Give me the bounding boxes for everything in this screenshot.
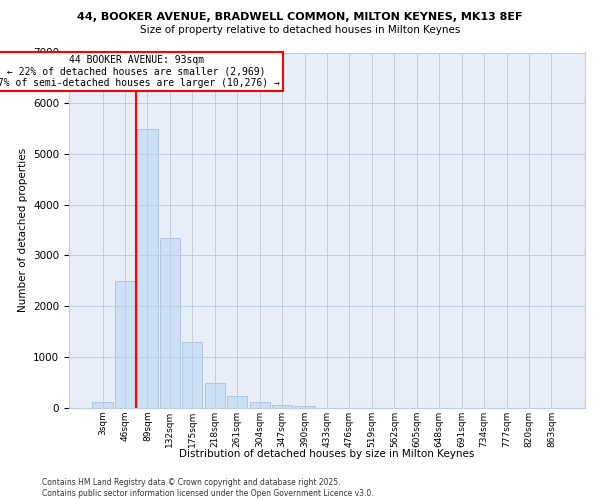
Bar	[92, 402, 113, 407]
Text: Contains HM Land Registry data © Crown copyright and database right 2025.
Contai: Contains HM Land Registry data © Crown c…	[42, 478, 374, 498]
Bar	[115, 280, 135, 407]
Text: 44 BOOKER AVENUE: 93sqm
← 22% of detached houses are smaller (2,969)
77% of semi: 44 BOOKER AVENUE: 93sqm ← 22% of detache…	[0, 55, 280, 88]
Y-axis label: Number of detached properties: Number of detached properties	[17, 148, 28, 312]
X-axis label: Distribution of detached houses by size in Milton Keynes: Distribution of detached houses by size …	[179, 450, 475, 460]
Bar	[205, 383, 225, 407]
Bar	[137, 128, 158, 407]
Bar	[160, 238, 180, 408]
Bar	[182, 342, 202, 407]
Bar	[272, 404, 292, 407]
Bar	[250, 402, 270, 407]
Text: Size of property relative to detached houses in Milton Keynes: Size of property relative to detached ho…	[140, 25, 460, 35]
Bar	[227, 396, 247, 407]
Text: 44, BOOKER AVENUE, BRADWELL COMMON, MILTON KEYNES, MK13 8EF: 44, BOOKER AVENUE, BRADWELL COMMON, MILT…	[77, 12, 523, 22]
Bar	[295, 406, 314, 407]
